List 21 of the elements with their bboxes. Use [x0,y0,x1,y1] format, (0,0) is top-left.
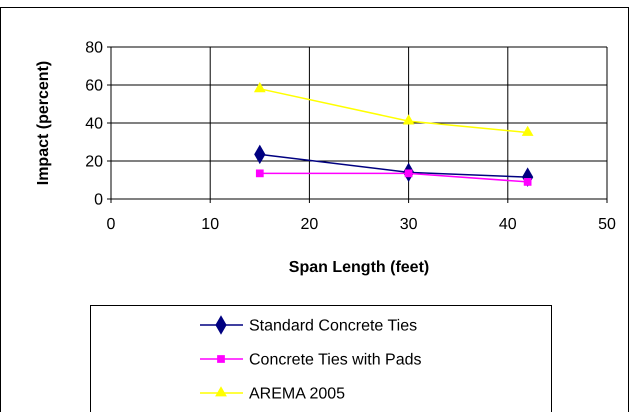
legend-label: Standard Concrete Ties [249,318,418,335]
x-tick-label: 50 [598,216,616,233]
legend-label: AREMA 2005 [249,386,346,403]
x-tick-label: 40 [498,216,517,233]
x-tick-label: 10 [201,216,220,233]
point [522,126,534,136]
x-tick-label: 20 [300,216,318,233]
y-tick-label: 40 [85,116,104,133]
point [402,114,414,124]
y-tick-label: 20 [85,154,104,171]
y-axis-title: Impact (percent) [35,60,52,186]
point [524,178,532,186]
x-axis-title: Span Length (feet) [288,259,430,276]
y-tick-label: 60 [85,78,104,95]
x-tick-label: 0 [106,216,116,233]
legend-label: Concrete Ties with Pads [249,352,422,369]
point [254,82,266,92]
point [256,169,264,178]
y-tick-label: 0 [94,192,104,209]
x-tick-label: 30 [400,216,418,233]
y-tick-label: 80 [85,40,104,57]
